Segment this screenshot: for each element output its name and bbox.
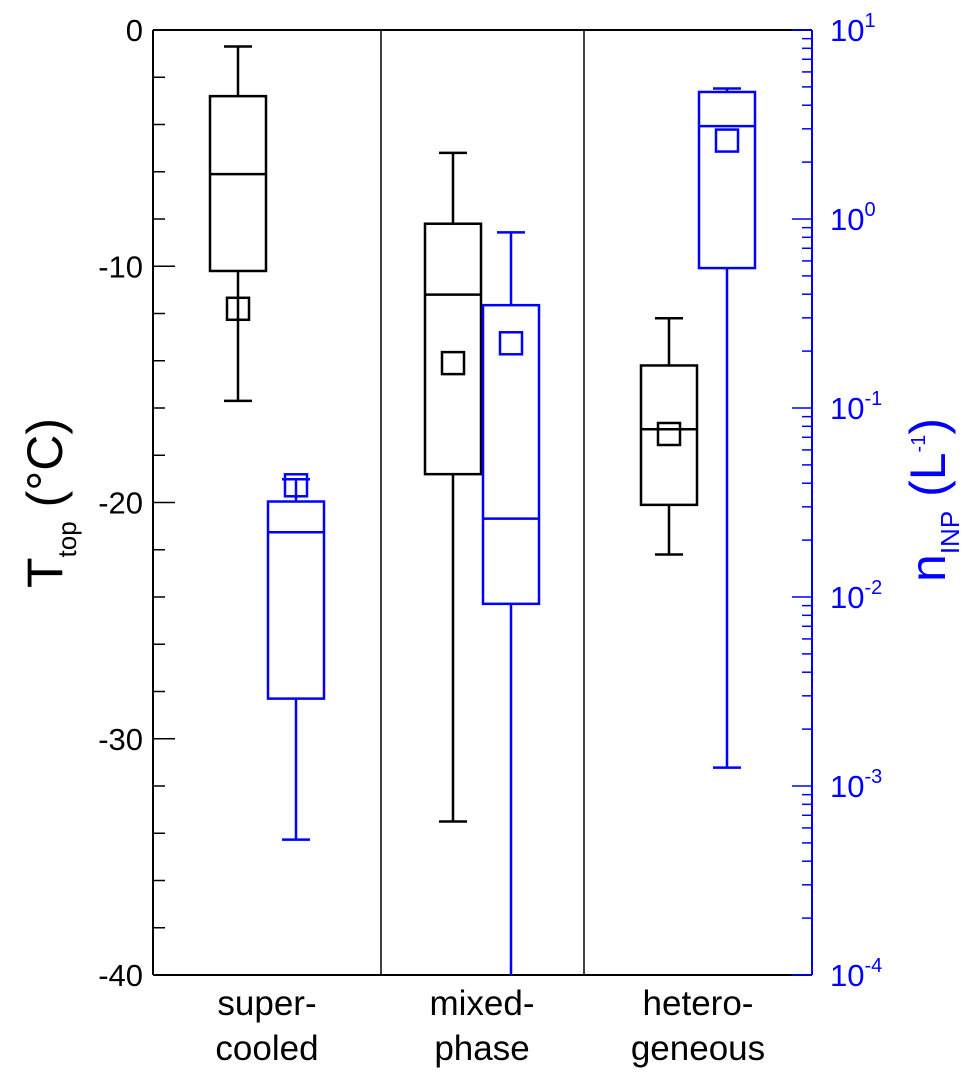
right-tick-base: 10 bbox=[830, 13, 864, 48]
right-tick-label: 10-1 bbox=[830, 388, 882, 426]
box-right-2 bbox=[697, 87, 757, 769]
mean-marker bbox=[283, 473, 309, 498]
left-axis-title-rest: (°C) bbox=[17, 418, 73, 521]
right-tick-exponent: 1 bbox=[864, 10, 875, 32]
category-label-line2: cooled bbox=[215, 1029, 318, 1068]
right-tick-exponent: 0 bbox=[864, 199, 875, 221]
left-tick-label: -20 bbox=[98, 486, 143, 521]
interquartile-box bbox=[266, 500, 326, 700]
right-tick-exponent: -3 bbox=[864, 766, 882, 788]
right-tick-label: 10-4 bbox=[830, 955, 882, 993]
left-tick-label: -10 bbox=[98, 249, 143, 284]
right-axis-title-post: ) bbox=[900, 418, 956, 435]
mean-marker bbox=[498, 331, 524, 356]
right-axis-title-main: n bbox=[900, 554, 956, 582]
left-y-axis: 0 -10 -20 -30 -40 bbox=[98, 13, 175, 993]
right-tick-base: 10 bbox=[830, 580, 864, 615]
right-axis-title-sup: -1 bbox=[908, 435, 930, 453]
interquartile-box bbox=[423, 222, 483, 476]
right-tick-base: 10 bbox=[830, 391, 864, 426]
right-tick-label: 101 bbox=[830, 10, 876, 48]
right-axis-title-pre: (L bbox=[900, 452, 956, 510]
box-right-0 bbox=[266, 473, 326, 841]
right-tick-exponent: -1 bbox=[864, 388, 882, 410]
right-axis-title-sub: INP bbox=[935, 511, 965, 554]
box-left-1 bbox=[423, 151, 483, 823]
left-axis-title-sub: top bbox=[52, 521, 82, 557]
box-series bbox=[208, 45, 757, 975]
interquartile-box bbox=[697, 90, 757, 270]
right-tick-exponent: -4 bbox=[864, 955, 882, 977]
right-tick-base: 10 bbox=[830, 202, 864, 237]
box-right-1 bbox=[481, 231, 541, 975]
right-tick-base: 10 bbox=[830, 958, 864, 993]
category-label-line2: geneous bbox=[631, 1029, 765, 1068]
mean-marker bbox=[656, 421, 682, 447]
x-axis-categories: super-cooled mixed-phase hetero-geneous bbox=[215, 984, 765, 1068]
box-left-0 bbox=[208, 45, 268, 403]
right-tick-label: 10-2 bbox=[830, 577, 882, 615]
left-tick-label: -40 bbox=[98, 958, 143, 993]
category-label-line1: hetero- bbox=[643, 984, 754, 1023]
right-tick-base: 10 bbox=[830, 769, 864, 804]
left-axis-title: Ttop (°C) bbox=[17, 418, 82, 588]
mean-marker bbox=[440, 350, 466, 376]
left-axis-title-main: T bbox=[17, 557, 73, 588]
left-tick-label: 0 bbox=[126, 13, 143, 48]
category-label-line1: super- bbox=[217, 984, 316, 1023]
category-label-line1: mixed- bbox=[429, 984, 534, 1023]
right-tick-label: 10-3 bbox=[830, 766, 882, 804]
mean-marker bbox=[225, 296, 251, 322]
right-tick-exponent: -2 bbox=[864, 577, 882, 599]
right-axis-title: nINP (L-1) bbox=[900, 418, 965, 582]
category-label-line2: phase bbox=[434, 1029, 529, 1068]
right-tick-label: 100 bbox=[830, 199, 876, 237]
mean-marker bbox=[714, 128, 740, 153]
interquartile-box bbox=[481, 303, 541, 606]
box-left-2 bbox=[639, 316, 699, 556]
interquartile-box bbox=[639, 364, 699, 507]
interquartile-box bbox=[208, 94, 268, 273]
left-tick-label: -30 bbox=[98, 722, 143, 757]
